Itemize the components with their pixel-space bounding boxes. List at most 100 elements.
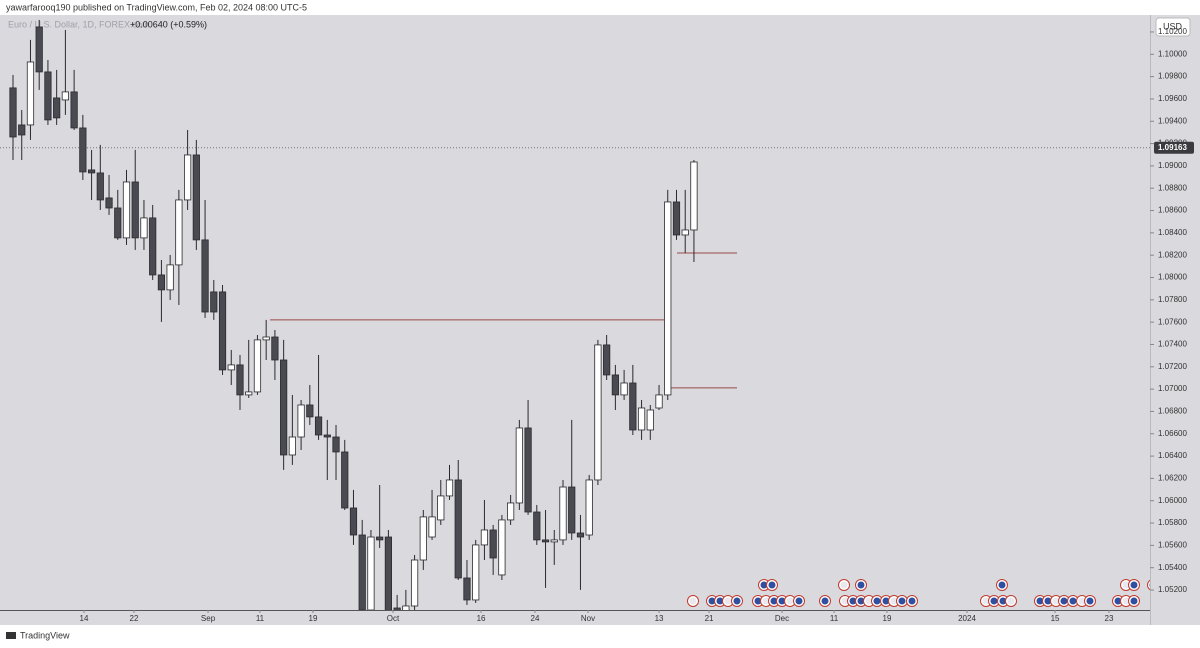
event-icon-core — [1078, 597, 1086, 605]
candle-body — [79, 127, 87, 173]
candle-body — [218, 291, 227, 371]
candle-body — [463, 577, 471, 601]
event-icon-core — [1052, 597, 1060, 605]
y-tick-label: 1.09800 — [1158, 72, 1187, 81]
event-icon-core — [1069, 597, 1077, 605]
change-text: +0.00640 (+0.59%) — [130, 19, 207, 29]
event-icon-core — [762, 597, 770, 605]
y-tick-label: 1.08800 — [1158, 183, 1187, 192]
event-icon-core — [1060, 597, 1068, 605]
candle-body — [472, 544, 480, 601]
y-tick-label: 1.09400 — [1158, 116, 1187, 125]
candle-body — [105, 197, 113, 209]
candle-body — [376, 536, 384, 541]
last-price-label: 1.09163 — [1158, 143, 1187, 152]
y-tick-label: 1.05600 — [1158, 540, 1187, 549]
y-tick-label: 1.10200 — [1158, 27, 1187, 36]
candle-body — [524, 427, 532, 513]
candle-body — [314, 416, 323, 436]
event-icon-core — [840, 581, 848, 589]
x-tick-label: 19 — [883, 614, 892, 623]
event-icon-core — [778, 597, 786, 605]
candle-body — [44, 71, 52, 121]
candle-body — [184, 154, 192, 201]
candle-body — [559, 486, 567, 541]
candle-body — [35, 26, 43, 73]
x-tick-label: 16 — [477, 614, 486, 623]
event-icon-core — [982, 597, 990, 605]
y-tick-label: 1.07200 — [1158, 362, 1187, 371]
event-icon-core — [768, 581, 776, 589]
candle-body — [149, 217, 157, 276]
candle-body — [445, 479, 454, 497]
last-price-box — [1154, 141, 1194, 154]
brand-text: TradingView — [20, 630, 70, 640]
candle-body — [585, 479, 593, 536]
axes: 1.05200 1.05400 1.05600 1.05800 1.06000 1.062… — [80, 27, 1194, 623]
candle-body — [620, 382, 628, 396]
event-icon — [1084, 595, 1096, 607]
candle-body — [410, 559, 419, 607]
event-icon-core — [857, 597, 865, 605]
candle-body — [533, 511, 541, 541]
header-text: yawarfarooq190 published on TradingView.… — [6, 2, 307, 12]
footer-bar — [0, 625, 1200, 648]
candle-body — [646, 409, 654, 431]
candle-body — [568, 486, 576, 534]
x-tick-label: 2024 — [958, 614, 976, 623]
y-tick-label: 1.08200 — [1158, 250, 1187, 259]
candle-body — [437, 495, 445, 521]
candle-body — [489, 529, 497, 559]
y-tick-label: 1.08600 — [1158, 206, 1187, 215]
candle-body — [367, 536, 375, 610]
candle-body — [306, 404, 314, 418]
candle-body — [236, 364, 244, 396]
candle-body — [253, 339, 262, 393]
y-tick-label: 1.08400 — [1158, 228, 1187, 237]
x-tick-label: 11 — [830, 614, 839, 623]
x-tick-label: 22 — [130, 614, 139, 623]
symbol-text: Euro / U.S. Dollar, 1D, FOREX.com — [8, 19, 150, 29]
y-tick-label: 1.06800 — [1158, 407, 1187, 416]
candle-body — [393, 607, 401, 610]
event-icon-core — [770, 597, 778, 605]
candle-body — [192, 154, 200, 241]
event-icon-core — [1130, 581, 1138, 589]
candle-body — [603, 344, 611, 376]
event-icon-core — [882, 597, 890, 605]
x-tick-label: Sep — [201, 614, 216, 623]
candle-body — [61, 91, 69, 101]
candle-body — [297, 404, 305, 438]
candle-body — [637, 407, 646, 431]
event-icon — [687, 595, 699, 607]
currency-button[interactable] — [1155, 17, 1191, 37]
event-icon — [1128, 579, 1140, 591]
y-tick-label: 1.10000 — [1158, 49, 1187, 58]
event-icon — [906, 595, 918, 607]
event-icon-core — [999, 597, 1007, 605]
candle-body — [402, 605, 410, 610]
event-icon-core — [849, 597, 857, 605]
candle-body — [655, 394, 663, 409]
x-tick-label: 13 — [655, 614, 664, 623]
x-tick-label: 24 — [531, 614, 540, 623]
candle-body — [87, 169, 96, 174]
y-tick-label: 1.08000 — [1158, 273, 1187, 282]
event-icon — [784, 595, 796, 607]
event-icon — [793, 595, 805, 607]
event-icon — [766, 579, 778, 591]
event-icon-core — [890, 597, 898, 605]
y-tick-label: 1.09000 — [1158, 161, 1187, 170]
event-icon-core — [1114, 597, 1122, 605]
event-icon-core — [689, 597, 697, 605]
x-tick-label: 14 — [80, 614, 89, 623]
event-icon-core — [873, 597, 881, 605]
event-icon-core — [841, 597, 849, 605]
candle-body — [576, 532, 585, 538]
event-icon-core — [1122, 581, 1130, 589]
x-tick-label: Oct — [387, 614, 400, 623]
event-icon — [838, 579, 850, 591]
candle-body — [419, 516, 427, 561]
